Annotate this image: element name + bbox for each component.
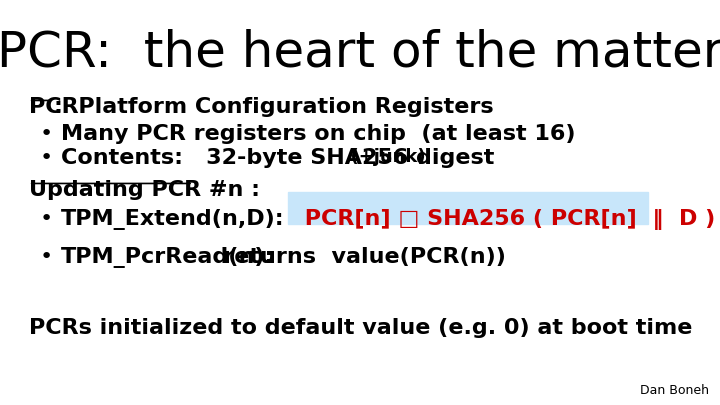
Text: •: • bbox=[40, 124, 53, 143]
Text: TPM_PcrRead(n):: TPM_PcrRead(n): bbox=[61, 247, 274, 268]
Text: PCR:  the heart of the matter: PCR: the heart of the matter bbox=[0, 28, 720, 77]
Text: :  Platform Configuration Registers: : Platform Configuration Registers bbox=[54, 97, 494, 117]
Text: Many PCR registers on chip  (at least 16): Many PCR registers on chip (at least 16) bbox=[61, 124, 576, 143]
Text: TPM_Extend(n,D):: TPM_Extend(n,D): bbox=[61, 209, 285, 230]
Text: Dan Boneh: Dan Boneh bbox=[640, 384, 709, 397]
Text: •: • bbox=[40, 148, 53, 168]
Text: •: • bbox=[40, 247, 53, 267]
Text: PCRs initialized to default value (e.g. 0) at boot time: PCRs initialized to default value (e.g. … bbox=[29, 318, 692, 338]
Text: PCR: PCR bbox=[29, 97, 78, 117]
FancyBboxPatch shape bbox=[288, 192, 648, 224]
Text: •: • bbox=[40, 209, 53, 228]
Text: Contents:   32-byte SHA256 digest: Contents: 32-byte SHA256 digest bbox=[61, 148, 495, 168]
Text: (+junk): (+junk) bbox=[338, 148, 426, 166]
Text: PCR[n] □ SHA256 ( PCR[n]  ‖  D ): PCR[n] □ SHA256 ( PCR[n] ‖ D ) bbox=[297, 209, 716, 230]
Text: Updating PCR #n :: Updating PCR #n : bbox=[29, 180, 260, 200]
Text: returns  value(PCR(n)): returns value(PCR(n)) bbox=[200, 247, 506, 267]
